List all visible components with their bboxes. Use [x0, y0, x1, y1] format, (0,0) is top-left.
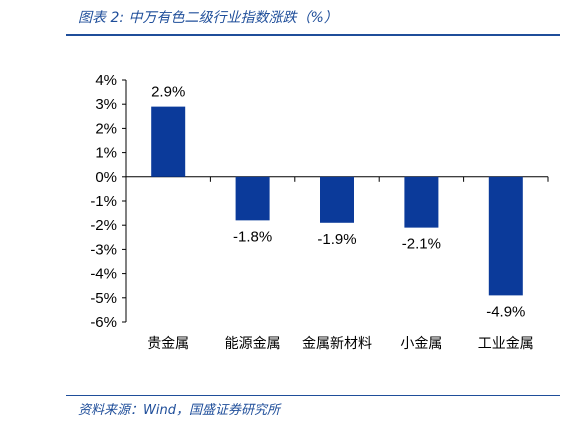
bar-chart: 4% 3% 2% 1% 0% -1% -2% -3% -4% -5% -6% 2.9% 贵金属 -1.8… — [90, 72, 549, 352]
x-tick-label: 贵金属 — [147, 336, 189, 352]
y-tick-label: -2% — [90, 217, 117, 234]
data-label: -4.9% — [486, 303, 525, 320]
y-tick-label: 3% — [95, 96, 117, 113]
y-tick-label: 0% — [95, 169, 117, 186]
x-tick-label: 能源金属 — [225, 336, 281, 352]
y-tick-label: 2% — [95, 120, 117, 137]
x-tick-label: 金属新材料 — [302, 336, 372, 352]
y-tick-label: 1% — [95, 145, 117, 162]
y-tick-label: -3% — [90, 241, 117, 258]
footer-divider — [66, 395, 560, 396]
chart-bars — [151, 106, 523, 296]
y-tick-label: 4% — [95, 72, 117, 89]
data-label: -2.1% — [402, 236, 441, 253]
data-label: -1.8% — [233, 228, 272, 245]
bar — [320, 176, 354, 223]
x-tick-label: 工业金属 — [478, 336, 534, 352]
title-divider — [66, 34, 560, 36]
source-note: 资料来源：Wind，国盛证券研究所 — [78, 403, 280, 418]
data-label: 2.9% — [151, 84, 185, 101]
chart-axes: 4% 3% 2% 1% 0% -1% -2% -3% -4% -5% -6% — [90, 72, 549, 331]
chart-labels: 2.9% 贵金属 -1.8% 能源金属 -1.9% 金属新材料 -2.1% 小金属 -4.9% 工… — [147, 84, 534, 352]
bar — [235, 176, 270, 221]
data-label: -1.9% — [317, 231, 356, 248]
y-tick-label: -5% — [90, 290, 117, 307]
y-tick-label: -6% — [90, 314, 117, 331]
x-tick-label: 小金属 — [400, 336, 442, 352]
y-tick-label: -1% — [90, 193, 117, 210]
bar — [404, 176, 439, 228]
bar — [488, 176, 523, 296]
figure-title: 图表 2: 中万有色二级行业指数涨跌（%） — [78, 10, 338, 26]
y-tick-label: -4% — [90, 266, 117, 283]
bar — [151, 106, 186, 177]
